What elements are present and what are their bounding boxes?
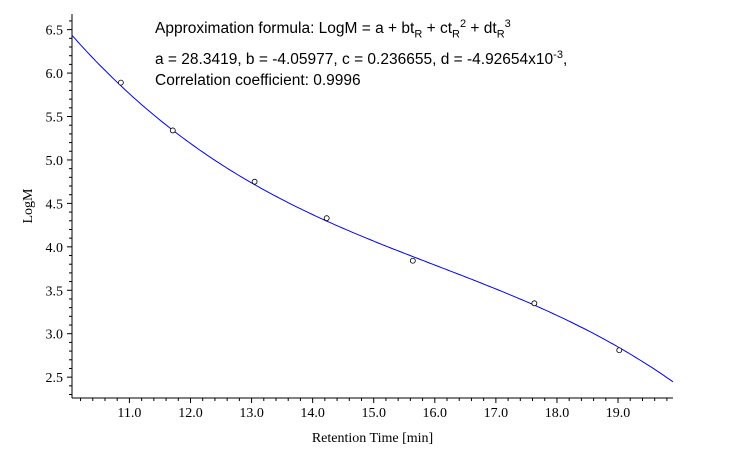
y-tick-label: 6.5 xyxy=(46,24,64,39)
y-tick-label: 2.5 xyxy=(46,371,64,386)
formula-text: Approximation formula: LogM = a + bt xyxy=(155,20,415,38)
x-tick-label: 14.0 xyxy=(300,406,325,421)
correlation-line: Correlation coefficient: 0.9996 xyxy=(155,72,361,90)
y-tick-label: 6.0 xyxy=(46,67,64,82)
coefficients-line: a = 28.3419, b = -4.05977, c = 0.236655,… xyxy=(155,45,567,70)
data-point xyxy=(251,178,258,185)
exponent: -3 xyxy=(553,49,563,62)
y-axis-label: LogM xyxy=(21,188,36,224)
x-tick-label: 18.0 xyxy=(545,406,570,421)
x-tick-label: 11.0 xyxy=(117,406,141,421)
data-point xyxy=(409,257,416,264)
formula-text: + dt xyxy=(466,20,497,38)
y-tick-label: 5.0 xyxy=(46,154,64,169)
x-tick-label: 16.0 xyxy=(423,406,448,421)
coefficients-text: a = 28.3419, b = -4.05977, c = 0.236655,… xyxy=(155,51,554,69)
data-point xyxy=(531,300,538,307)
data-point xyxy=(117,79,124,86)
subscript: R xyxy=(414,28,423,41)
data-point xyxy=(169,127,176,134)
x-tick-label: 17.0 xyxy=(484,406,509,421)
fit-annotation: Approximation formula: LogM = a + btR + … xyxy=(155,14,567,91)
x-tick-label: 19.0 xyxy=(606,406,631,421)
y-tick-label: 4.0 xyxy=(46,241,64,256)
x-tick-label: 12.0 xyxy=(178,406,203,421)
y-tick-label: 5.5 xyxy=(46,111,64,126)
superscript: 3 xyxy=(504,18,511,30)
y-tick-label: 3.5 xyxy=(46,284,64,299)
subscript: R xyxy=(496,28,505,41)
comma: , xyxy=(562,51,568,69)
y-tick-label: 4.5 xyxy=(46,197,64,212)
y-tick-label: 3.0 xyxy=(46,328,64,343)
formula-line: Approximation formula: LogM = a + btR + … xyxy=(155,14,567,45)
x-tick-label: 15.0 xyxy=(361,406,386,421)
subscript: R xyxy=(452,28,460,41)
formula-text: + ct xyxy=(422,20,453,38)
x-tick-label: 13.0 xyxy=(239,406,264,421)
x-axis-label: Retention Time [min] xyxy=(312,431,433,446)
superscript: 2 xyxy=(459,18,467,30)
data-point xyxy=(323,215,330,222)
data-point xyxy=(616,347,623,354)
